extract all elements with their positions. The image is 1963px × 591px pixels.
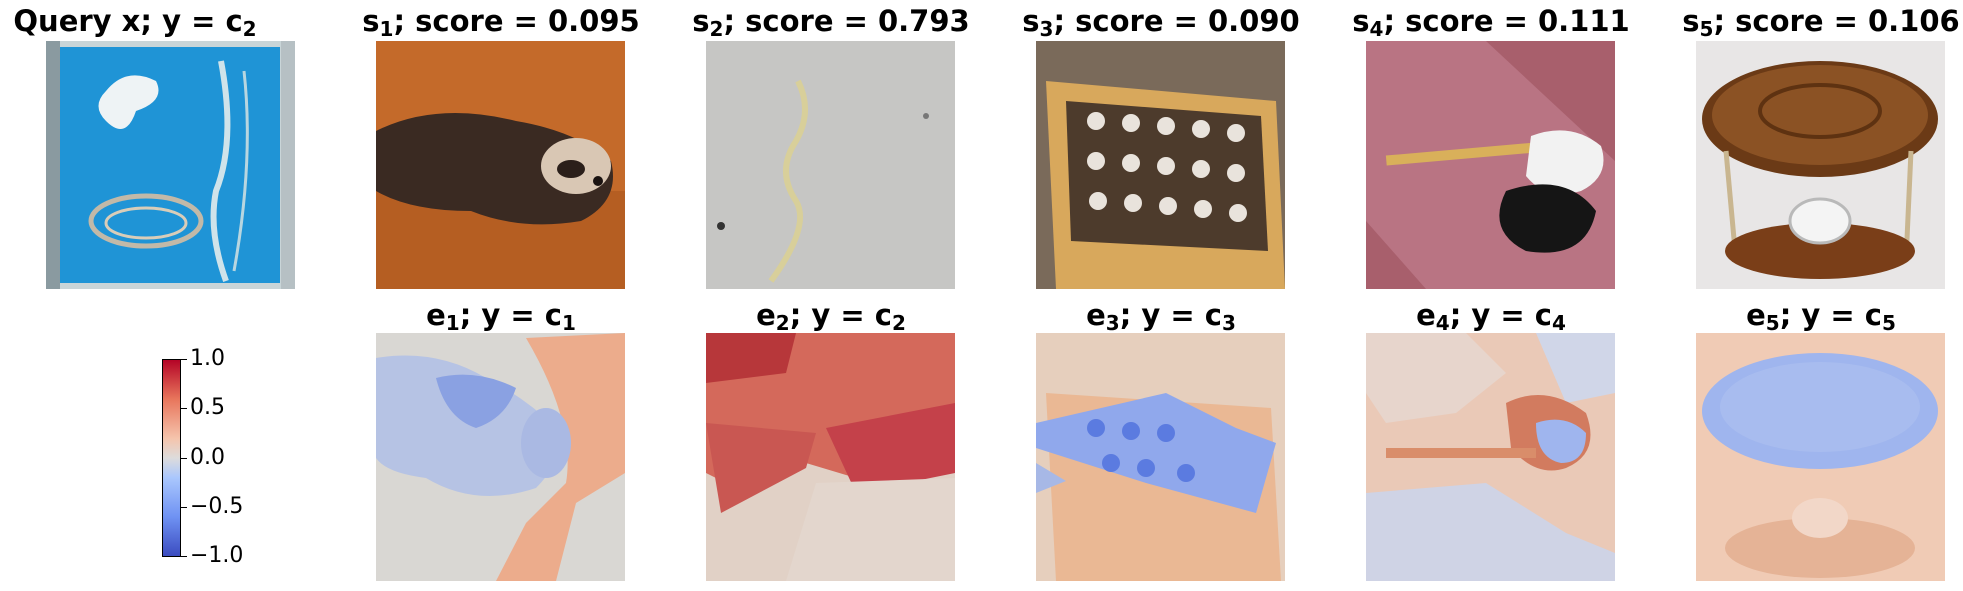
- colorbar-label-half: 0.5: [190, 395, 225, 420]
- colorbar-label-zero: 0.0: [190, 445, 225, 470]
- colorbar: [162, 359, 181, 557]
- explanation-title-1: e1; y = c1: [426, 298, 576, 335]
- query-title-sub: 2: [242, 17, 257, 41]
- explanation-title-5: e5; y = c5: [1746, 298, 1896, 335]
- colorbar-tick: [181, 408, 187, 409]
- score-title-2: s2; score = 0.793: [692, 4, 970, 41]
- colorbar-label-max: 1.0: [190, 346, 225, 371]
- explanation-heatmap-1: [376, 333, 625, 581]
- score-title-3: s3; score = 0.090: [1022, 4, 1300, 41]
- score-title-1: s1; score = 0.095: [362, 4, 640, 41]
- support-image-table: [1696, 41, 1945, 289]
- explanation-title-3: e3; y = c3: [1086, 298, 1236, 335]
- support-image-guitar-bed: [1366, 41, 1615, 289]
- query-title: Query x; y = c2: [0, 4, 270, 41]
- colorbar-tick: [181, 359, 187, 360]
- explanation-heatmap-2: [706, 333, 955, 581]
- explanation-heatmap-3: [1036, 333, 1285, 581]
- colorbar-tick: [181, 556, 187, 557]
- support-image-ferret: [376, 41, 625, 289]
- score-title-5: s5; score = 0.106: [1682, 4, 1960, 41]
- support-image-worm: [706, 41, 955, 289]
- colorbar-tick: [181, 458, 187, 459]
- explanation-heatmap-5: [1696, 333, 1945, 581]
- support-image-bottle-crate: [1036, 41, 1285, 289]
- score-title-4: s4; score = 0.111: [1352, 4, 1630, 41]
- explanation-title-2: e2; y = c2: [756, 298, 906, 335]
- query-image: [46, 41, 295, 289]
- explanation-heatmap-4: [1366, 333, 1615, 581]
- colorbar-tick: [181, 507, 187, 508]
- colorbar-label-neg-half: −0.5: [190, 494, 244, 519]
- query-title-text: Query x; y = c: [13, 4, 243, 38]
- explanation-title-4: e4; y = c4: [1416, 298, 1566, 335]
- colorbar-label-min: −1.0: [190, 543, 244, 568]
